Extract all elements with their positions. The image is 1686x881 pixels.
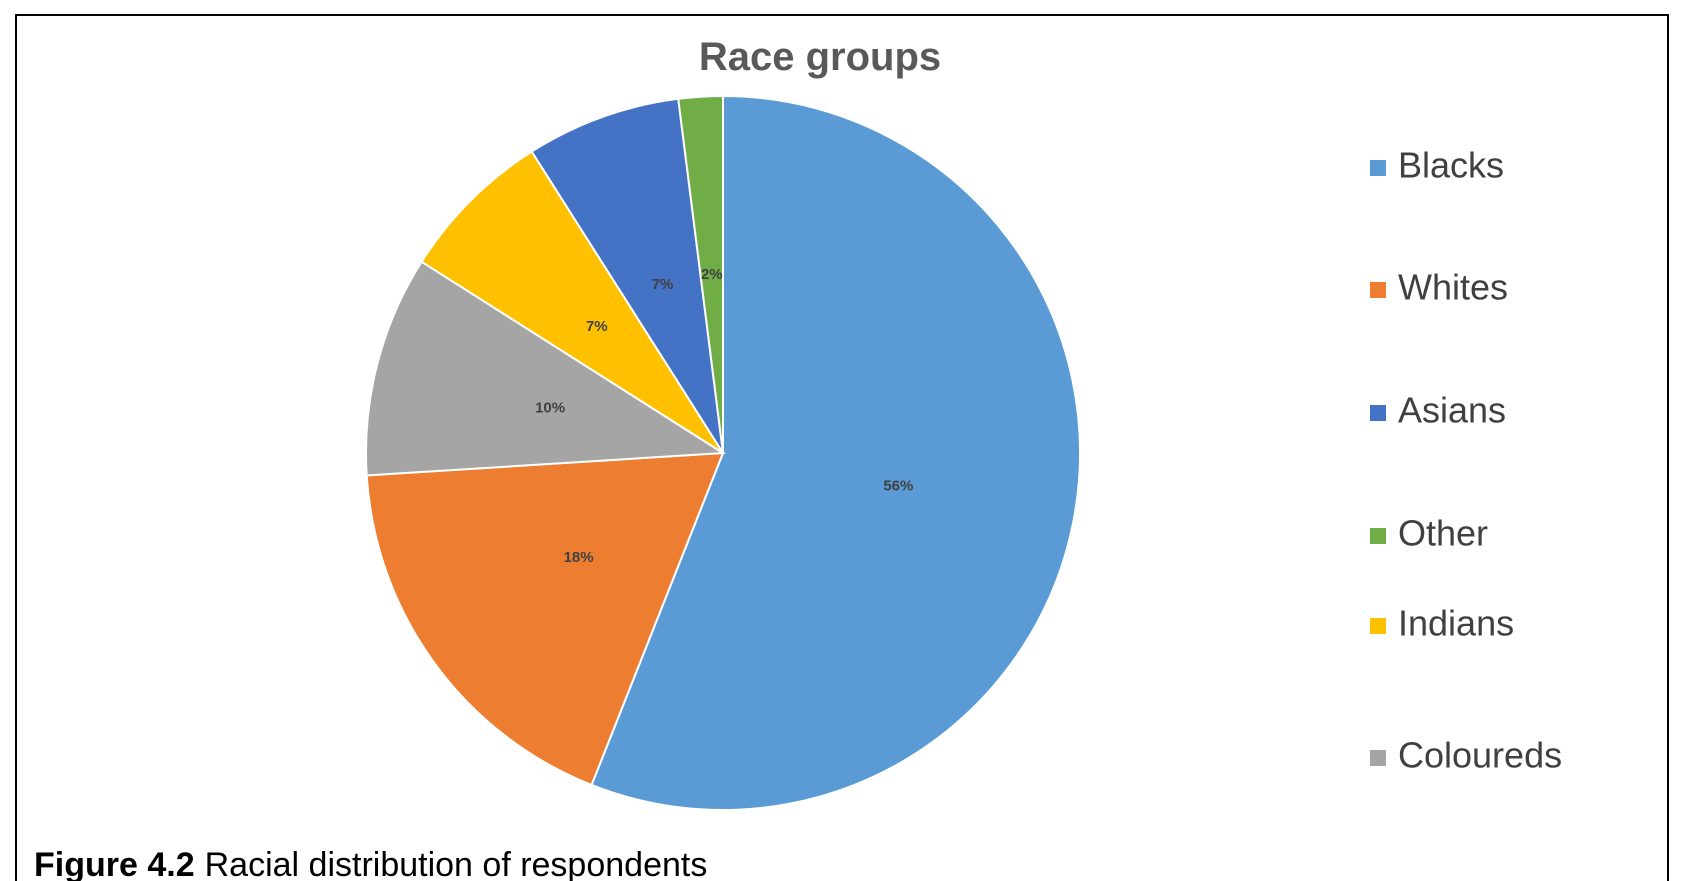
data-label: 2%: [701, 266, 723, 283]
legend-label: Indians: [1398, 603, 1514, 644]
data-label: 18%: [564, 549, 594, 566]
legend-label: Asians: [1398, 390, 1506, 431]
legend-swatch: [1370, 405, 1386, 421]
legend-label: Other: [1398, 513, 1488, 554]
caption: Figure 4.2 Racial distribution of respond…: [34, 846, 707, 881]
data-label: 56%: [883, 477, 913, 494]
pie: 56% 18% 10% 7% 7% 2%: [365, 94, 1081, 811]
legend-swatch: [1370, 282, 1386, 298]
legend-swatch: [1370, 528, 1386, 544]
legend-label: Whites: [1398, 267, 1508, 308]
legend-swatch: [1370, 160, 1386, 176]
pie-slice: [420, 150, 724, 454]
legend-swatch: [1370, 618, 1386, 634]
pie-slice: [677, 94, 724, 454]
pie-slice: [590, 94, 1081, 811]
data-label: 7%: [652, 276, 674, 293]
pie-slice: [530, 97, 724, 454]
data-label: 7%: [586, 318, 608, 335]
pie-slice: [365, 260, 727, 477]
data-label: 10%: [535, 400, 565, 417]
caption-text: Racial distribution of respondents: [205, 846, 708, 881]
chart-title: Race groups: [699, 35, 941, 79]
legend-label: Blacks: [1398, 145, 1504, 186]
legend-swatch: [1370, 750, 1386, 766]
legend-label: Coloureds: [1398, 735, 1562, 776]
pie-slice: [365, 451, 725, 787]
caption-label: Figure 4.2: [34, 846, 195, 881]
legend: Blacks Whites Coloureds Indians Asians Other: [1370, 145, 1562, 776]
